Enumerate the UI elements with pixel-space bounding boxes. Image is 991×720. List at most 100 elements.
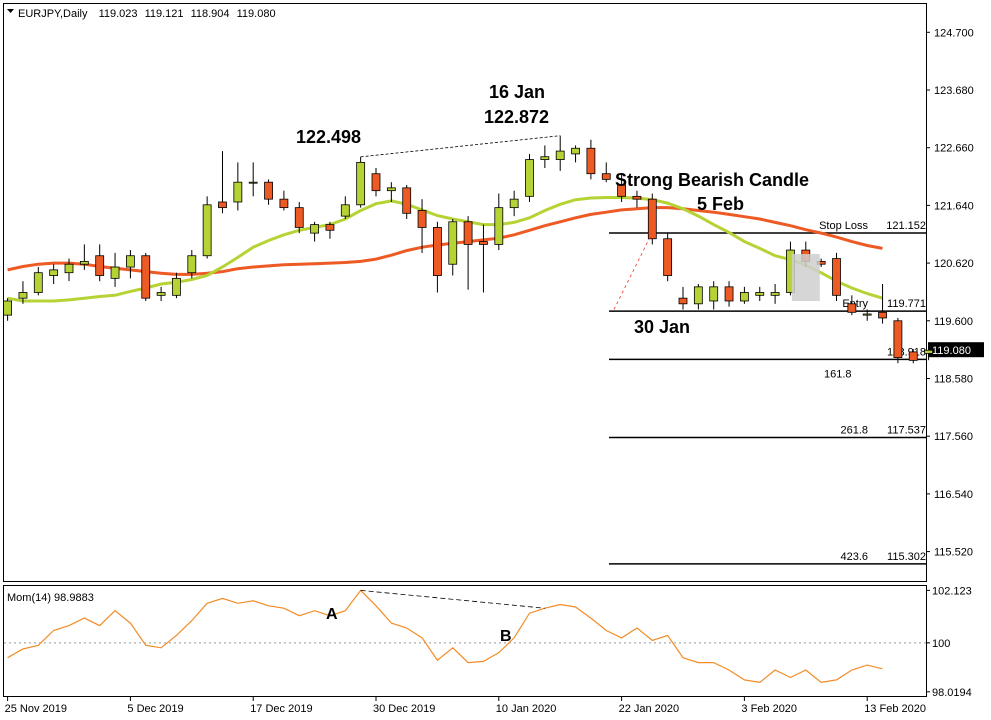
candle-body (724, 286, 734, 302)
time-tick-label: 30 Dec 2019 (373, 703, 435, 715)
candle-body (310, 224, 320, 234)
momentum-line (7, 589, 883, 684)
price-tick-label: 122.660 (934, 143, 974, 155)
level-label: Stop Loss (819, 220, 868, 232)
price-tick-label: 119.600 (934, 316, 973, 328)
candle-body (709, 286, 719, 302)
time-axis: 25 Nov 2019 5 Dec 2019 17 Dec 2019 30 Dec 2… (5, 697, 926, 715)
price-tick-label: 121.640 (934, 200, 974, 212)
price-tick-label: 115.520 (934, 547, 973, 559)
annotation-peak-1: 122.498 (296, 127, 361, 147)
level-label: 261.8 (840, 424, 868, 436)
candle-body (632, 195, 642, 200)
candle-body (3, 300, 12, 316)
annotation-bearish-date: 5 Feb (697, 194, 744, 214)
candle-body (463, 221, 473, 245)
candle-body (64, 263, 74, 274)
candle-body (248, 181, 258, 184)
candle-body (862, 313, 872, 316)
candle-body (386, 187, 396, 192)
last-price-label: 119.080 (932, 345, 971, 357)
candle-body (432, 227, 442, 276)
candle-body (617, 184, 626, 197)
candle-body (141, 255, 151, 299)
price-tick-label: 116.540 (934, 489, 973, 501)
ohlc-open: 119.023 (99, 8, 138, 20)
candle-body (79, 260, 89, 265)
annotation-bearish-title: Strong Bearish Candle (615, 170, 809, 190)
candle-body (494, 207, 504, 245)
time-tick-label: 3 Feb 2020 (741, 703, 797, 715)
candle-body (509, 198, 519, 209)
candle-body (294, 207, 304, 228)
price-tick-label: 120.620 (934, 258, 974, 270)
level-label-below: 161.8 (824, 368, 852, 380)
candle-body (663, 238, 673, 276)
level-value: 121.152 (886, 220, 926, 232)
candle-body (678, 297, 688, 305)
bearish-candle-highlight (791, 254, 820, 301)
last-price-box (928, 342, 984, 358)
candle-body (924, 349, 933, 354)
time-tick-label: 5 Dec 2019 (127, 703, 183, 715)
annotation-peak-2-date: 16 Jan (489, 82, 545, 102)
symbol-name: EURJPY,Daily (18, 8, 88, 20)
candles (3, 135, 933, 364)
price-tick-label: 118.580 (934, 373, 973, 385)
symbol-header: EURJPY,Daily 119.023 119.121 118.904 119… (7, 8, 276, 20)
candle-body (172, 277, 181, 296)
header-triangle-icon (7, 9, 14, 13)
candle-body (571, 147, 580, 155)
momentum-label-b: B (500, 628, 512, 645)
candle-body (740, 292, 749, 302)
candle-body (264, 181, 273, 200)
candle-body (586, 147, 596, 175)
momentum-line-group (7, 589, 883, 684)
candle-body (525, 159, 534, 197)
slow-moving-average-line (7, 206, 883, 276)
fib-anchor-line (613, 232, 653, 310)
time-tick-label: 25 Nov 2019 (5, 703, 67, 715)
ohlc-high: 119.121 (145, 8, 184, 20)
candle-body (325, 224, 335, 231)
level-label: 423.6 (840, 551, 868, 563)
chart-overlays (360, 135, 820, 310)
candle-body (218, 201, 227, 209)
candle-body (371, 173, 381, 192)
ohlc-close: 119.080 (237, 8, 276, 20)
candle-body (279, 198, 289, 209)
main-chart-frame (3, 3, 927, 582)
momentum-tick-label: 102.123 (932, 585, 972, 597)
level-value: 115.302 (887, 551, 926, 563)
candle-body (402, 187, 412, 214)
price-axis: 124.700 123.680 122.660 121.640 120.620 119.6… (926, 27, 984, 559)
time-tick-label: 13 Feb 2020 (864, 703, 926, 715)
level-value: 117.537 (887, 424, 926, 436)
candle-body (126, 255, 135, 268)
candle-body (755, 292, 765, 296)
ohlc-low: 118.904 (191, 8, 230, 20)
candle-body (832, 258, 841, 296)
candle-body (110, 266, 120, 279)
candle-body (555, 150, 565, 160)
peak-trend-line (360, 135, 561, 158)
candle-body (540, 156, 550, 160)
candle-body (156, 292, 166, 296)
candle-body (233, 181, 243, 203)
fast-moving-average-line (7, 196, 883, 303)
price-tick-label: 124.700 (934, 27, 974, 39)
time-tick-label: 22 Jan 2020 (619, 703, 680, 715)
momentum-axis: 102.123 100 98.0194 (4, 585, 972, 699)
level-lines: Stop Loss121.152Entry119.771118.918261.8… (609, 220, 926, 565)
candle-body (340, 204, 350, 217)
momentum-frame (3, 585, 927, 697)
candle-body (49, 269, 59, 276)
time-tick-label: 17 Dec 2019 (250, 703, 312, 715)
price-tick-label: 117.560 (934, 431, 973, 443)
annotation-low-date: 30 Jan (634, 317, 690, 337)
momentum-tick-label: 98.0194 (932, 687, 972, 699)
candle-body (187, 255, 197, 274)
momentum-title: Mom(14) 98.9883 (7, 592, 94, 604)
candle-body (448, 221, 458, 265)
candle-body (847, 303, 857, 313)
